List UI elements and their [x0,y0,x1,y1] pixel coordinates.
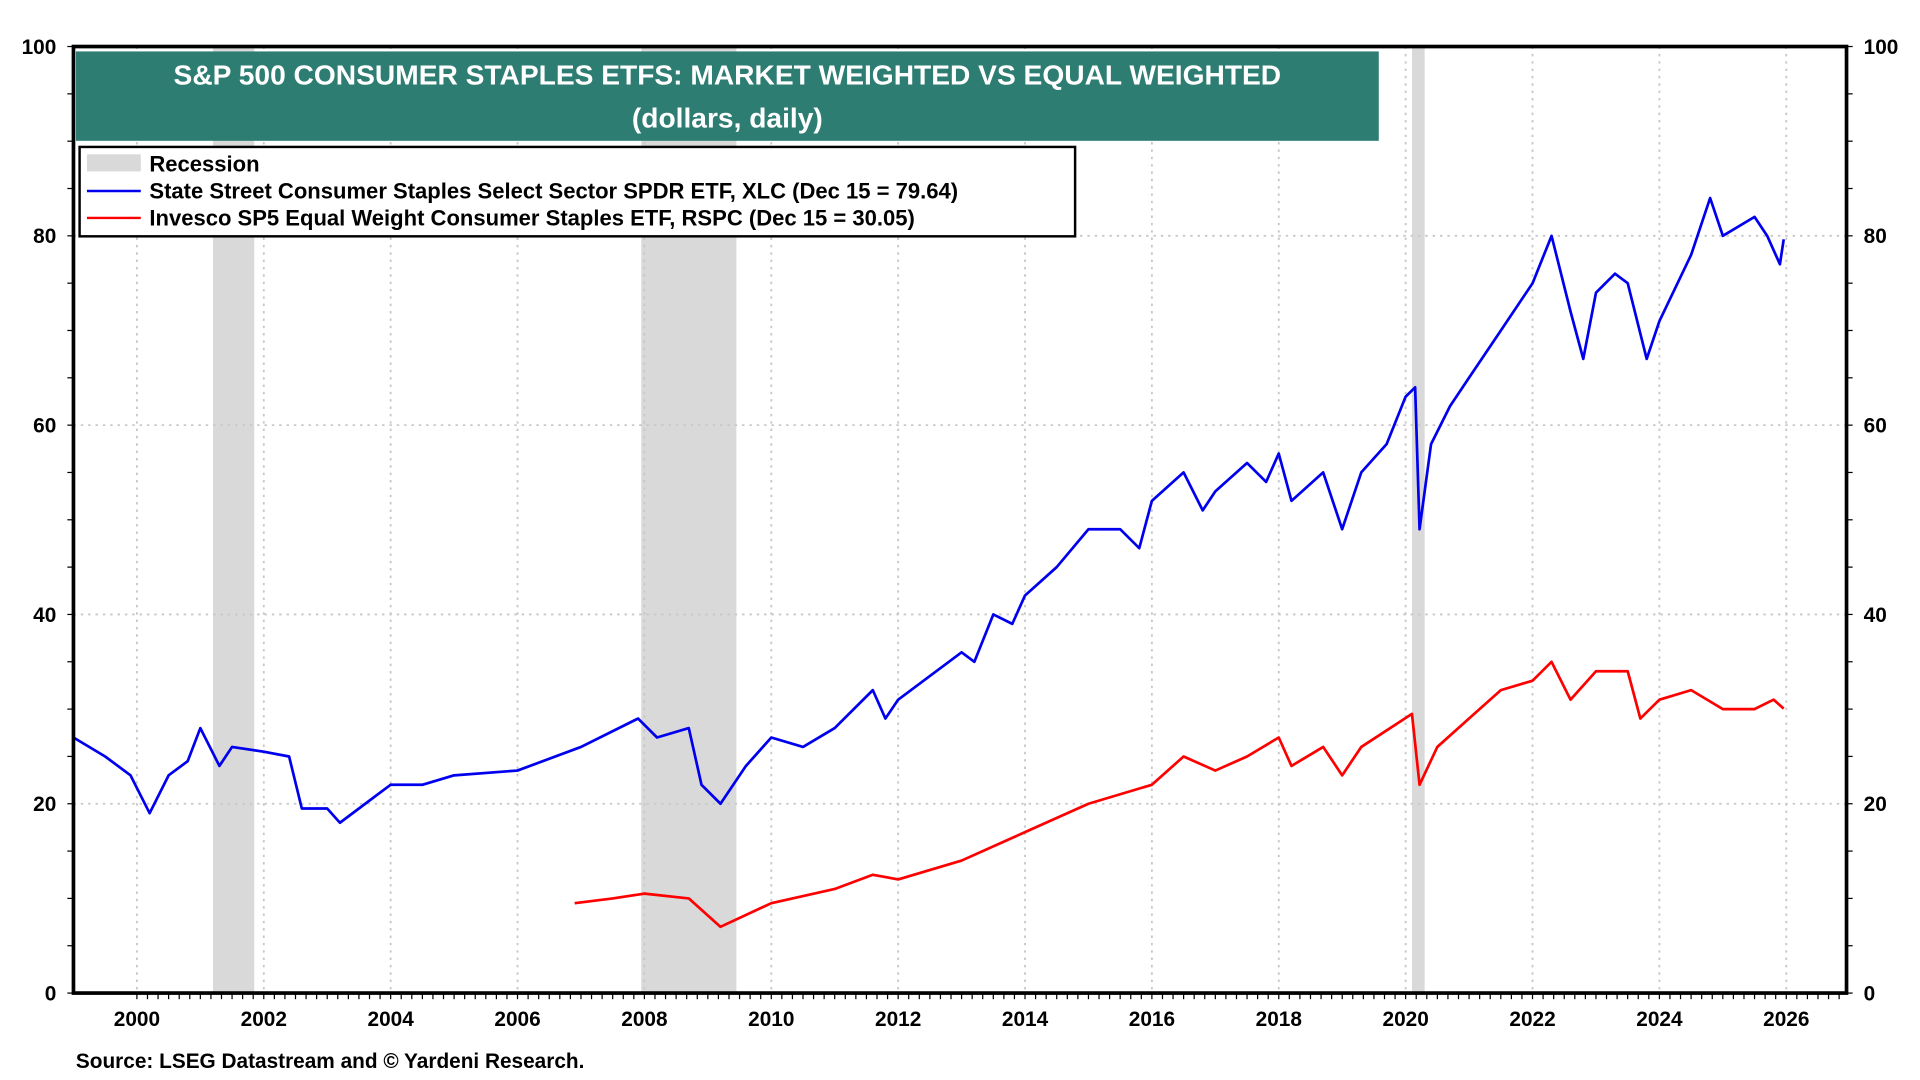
chart-title: S&P 500 CONSUMER STAPLES ETFS: MARKET WE… [174,59,1282,90]
plot-frame [71,44,1849,995]
rspc-line [574,660,1785,929]
x-tick-label: 2024 [1636,1008,1683,1031]
axes: 2000 2002 2004 2006 2008 2010 2012 2014 2016 2018… [22,36,1899,1031]
y-tick-label-left: 60 [33,414,56,437]
x-tick-label: 2022 [1509,1008,1555,1031]
x-tick-label: 2020 [1383,1008,1429,1031]
x-tick-label: 2002 [241,1008,287,1031]
legend: Recession State Street Consumer Staples … [78,145,1077,238]
source-note: Source: LSEG Datastream and © Yardeni Re… [76,1050,584,1073]
y-tick-label-left: 80 [33,225,56,248]
x-tick-label: 2000 [114,1008,160,1031]
x-tick-label: 2004 [368,1008,415,1031]
y-tick-label-left: 100 [22,36,57,59]
title-box [75,51,1379,141]
y-tick-label-left: 0 [45,982,57,1005]
legend-recession-label: Recession [149,151,259,176]
y-tick-label-left: 20 [33,793,56,816]
x-tick-label: 2026 [1763,1008,1809,1031]
xlc-line [72,196,1786,825]
legend-recession-swatch [86,154,141,172]
y-tick-label-right: 80 [1864,225,1887,248]
y-tick-label-right: 100 [1864,36,1899,59]
x-tick-label: 2014 [1002,1008,1049,1031]
x-tick-label: 2016 [1129,1008,1175,1031]
x-tick-label: 2018 [1256,1008,1302,1031]
series-lines [72,196,1786,929]
x-tick-label: 2012 [875,1008,921,1031]
chart-subtitle: (dollars, daily) [632,102,823,133]
x-tick-label: 2010 [748,1008,794,1031]
y-tick-label-left: 40 [33,604,56,627]
legend-box [78,145,1077,238]
y-tick-label-right: 0 [1864,982,1876,1005]
y-tick-label-right: 20 [1864,793,1887,816]
legend-rspc-label: Invesco SP5 Equal Weight Consumer Staple… [149,205,914,230]
y-tick-label-right: 40 [1864,604,1887,627]
x-tick-label: 2006 [494,1008,540,1031]
x-tick-label: 2008 [621,1008,667,1031]
y-tick-label-right: 60 [1864,414,1887,437]
legend-xlc-label: State Street Consumer Staples Select Sec… [149,178,958,203]
